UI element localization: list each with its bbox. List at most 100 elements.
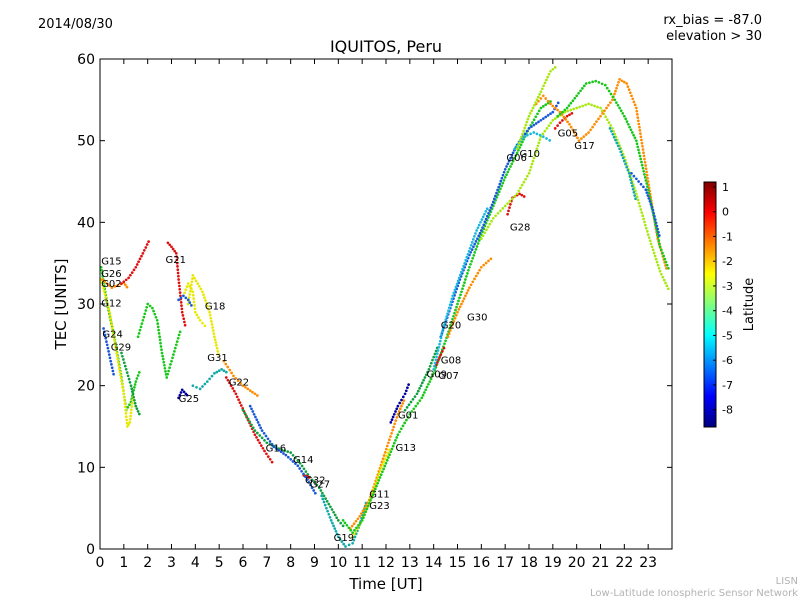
tec-point [250, 423, 253, 427]
tec-point [401, 395, 405, 399]
tec-point [132, 268, 136, 272]
tec-point [577, 139, 581, 143]
tec-point [255, 431, 259, 435]
tec-point [211, 326, 214, 329]
tec-point [507, 167, 511, 171]
tec-point [486, 225, 490, 229]
tec-point [186, 298, 190, 302]
tec-point [109, 320, 113, 323]
tec-point [122, 392, 126, 396]
tec-point [341, 524, 345, 528]
tec-point [105, 301, 109, 305]
tec-point [534, 101, 537, 104]
x-tick-label: 17 [496, 555, 514, 571]
tec-point [151, 306, 154, 310]
tec-point [461, 299, 465, 303]
tec-point [632, 191, 636, 194]
tec-point [198, 318, 202, 322]
tec-point [401, 424, 405, 428]
tec-point [428, 380, 432, 383]
tec-point [575, 106, 579, 110]
tec-point [224, 370, 228, 374]
tec-point [188, 301, 192, 304]
tec-point [382, 454, 386, 457]
tec-point [542, 84, 545, 88]
tec-point [503, 204, 507, 208]
tec-point [286, 450, 290, 453]
tec-point [494, 214, 497, 218]
tec-point [158, 335, 161, 339]
tec-point [335, 516, 339, 520]
tec-point [179, 296, 183, 300]
tec-point [140, 254, 143, 258]
tec-point [431, 358, 434, 362]
tec-point [474, 240, 478, 243]
tec-point [642, 185, 645, 189]
tec-point [183, 291, 186, 295]
tec-point [483, 231, 487, 235]
sat-label-g19: G19 [334, 533, 354, 544]
sat-label-g09: G09 [427, 369, 447, 380]
tec-point [228, 368, 232, 372]
tec-point [191, 274, 195, 277]
tec-point [119, 376, 123, 380]
tec-point [613, 98, 617, 102]
tec-point [556, 114, 559, 118]
sat-label-g29: G29 [111, 343, 131, 354]
tec-point [655, 260, 659, 264]
tec-point [171, 247, 175, 251]
tec-point [473, 277, 476, 281]
tec-point [115, 351, 119, 355]
tec-point [193, 276, 196, 280]
tec-point [302, 472, 305, 476]
tec-point [124, 278, 128, 282]
tec-point [376, 481, 380, 485]
tec-point [549, 102, 552, 106]
tec-point [127, 276, 130, 280]
tec-point [365, 507, 369, 511]
tec-point [633, 103, 637, 107]
tec-point [190, 280, 194, 284]
tec-point [566, 120, 569, 124]
tec-point [128, 417, 132, 421]
tec-point [497, 190, 501, 194]
tec-point [437, 358, 440, 362]
tec-point [256, 438, 260, 442]
tec-point [561, 110, 564, 114]
tec-point [466, 289, 470, 292]
tec-point [553, 117, 557, 120]
tec-point [192, 297, 196, 300]
track-g04 [515, 66, 557, 151]
tec-point [657, 266, 661, 270]
tec-point [105, 343, 109, 347]
tec-point [102, 290, 106, 293]
tec-point [214, 341, 218, 344]
tec-point [618, 147, 621, 151]
tec-point [470, 248, 474, 251]
tec-point [500, 184, 503, 188]
tec-point [178, 291, 182, 294]
tec-point [639, 132, 642, 135]
tec-point [664, 260, 668, 264]
tec-point [490, 219, 493, 223]
tec-point [597, 81, 601, 84]
tec-point [382, 460, 386, 463]
tec-point [387, 441, 390, 445]
tec-point [245, 414, 248, 418]
tec-point [650, 205, 654, 209]
tec-point [537, 120, 540, 124]
tec-point [610, 129, 613, 133]
tec-point [501, 207, 505, 210]
tec-point [116, 361, 120, 364]
tec-point [611, 127, 614, 130]
tec-point [183, 320, 186, 324]
tec-point [195, 385, 198, 389]
tec-point [329, 505, 332, 509]
tec-point [175, 340, 179, 343]
tec-point [532, 118, 536, 122]
tec-point [468, 265, 471, 269]
tec-point [541, 105, 545, 108]
y-tick-label: 60 [77, 52, 95, 68]
tec-point [574, 133, 578, 137]
tec-point [489, 257, 493, 261]
